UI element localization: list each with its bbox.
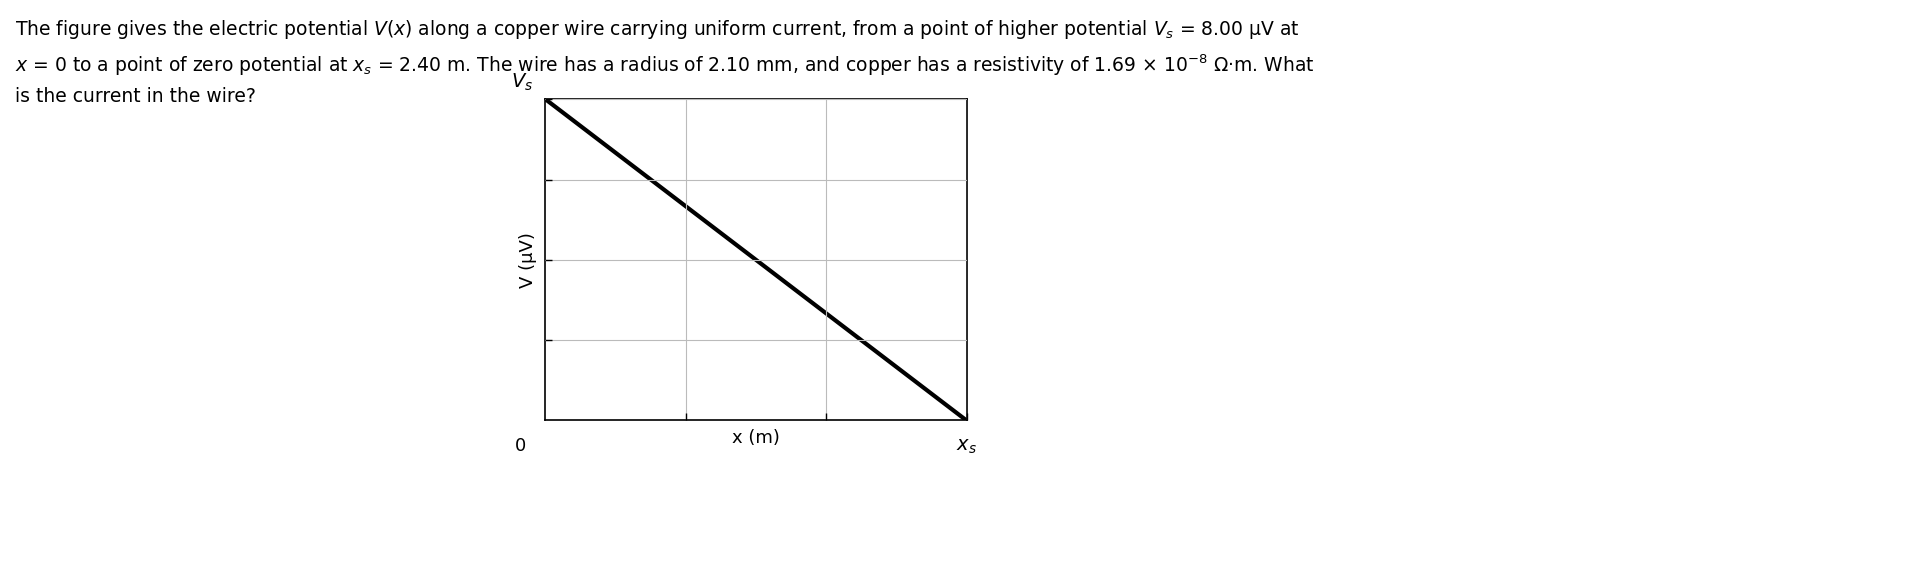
Y-axis label: V (μV): V (μV) — [519, 232, 538, 288]
Text: $x_s$: $x_s$ — [957, 437, 976, 456]
Text: The figure gives the electric potential $V(x)$ along a copper wire carrying unif: The figure gives the electric potential … — [15, 18, 1315, 106]
Text: $V_s$: $V_s$ — [511, 72, 532, 93]
Text: 0: 0 — [515, 437, 526, 454]
X-axis label: x (m): x (m) — [731, 429, 781, 447]
